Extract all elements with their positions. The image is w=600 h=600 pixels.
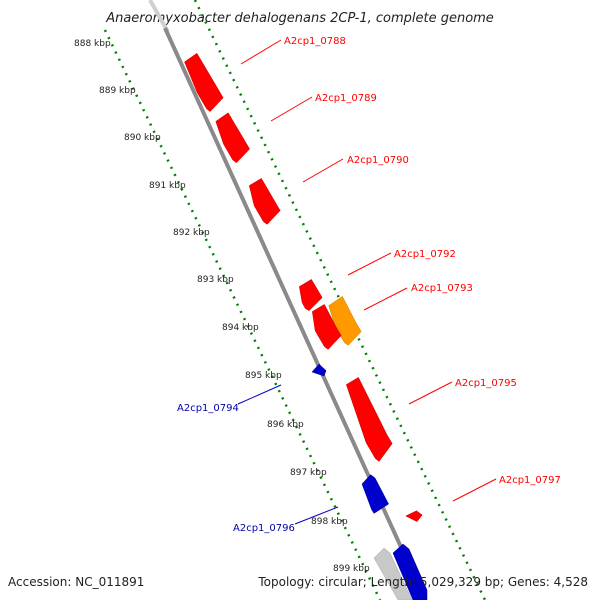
- ruler-tick-label: 895 kbp: [245, 371, 282, 381]
- ruler-tick-label: 893 kbp: [197, 275, 234, 285]
- accession-text: Accession: NC_011891: [8, 575, 144, 589]
- label-leader-0796: [294, 506, 339, 525]
- ruler-tick-label: 899 kbp: [333, 564, 370, 574]
- label-leader-0797: [452, 478, 497, 502]
- gene-arrow-a2cp1-0796[interactable]: [361, 474, 389, 514]
- label-leader-0792: [347, 252, 392, 276]
- label-leader-0790: [302, 158, 344, 183]
- label-leader-0789: [270, 96, 313, 122]
- gene-arrow-a2cp1-0788[interactable]: [184, 52, 224, 112]
- gene-group: [184, 52, 428, 600]
- ruler-tick-label: 888 kbp: [74, 39, 111, 49]
- ruler-tick-label: 892 kbp: [173, 228, 210, 238]
- label-leader-0788: [240, 39, 282, 65]
- gene-label-a2cp1-0792[interactable]: A2cp1_0792: [394, 249, 456, 260]
- label-leader-0794: [237, 384, 282, 405]
- gene-label-a2cp1-0789[interactable]: A2cp1_0789: [315, 93, 377, 104]
- backbone-faint-segment: [148, 0, 170, 33]
- gene-arrow-a2cp1-0793b[interactable]: [312, 304, 342, 350]
- gene-arrow-blue-lower[interactable]: [392, 543, 428, 600]
- gene-label-a2cp1-0795[interactable]: A2cp1_0795: [455, 378, 517, 389]
- gene-label-a2cp1-0788[interactable]: A2cp1_0788: [284, 36, 346, 47]
- ruler-tick-label: 898 kbp: [311, 517, 348, 527]
- inner-ruler-track: [103, 29, 382, 600]
- gene-arrow-a2cp1-0792[interactable]: [299, 279, 323, 311]
- label-leader-0793: [363, 287, 408, 311]
- ruler-tick-label: 897 kbp: [290, 468, 327, 478]
- gene-label-a2cp1-0796[interactable]: A2cp1_0796: [233, 523, 295, 534]
- ruler-tick-group: 888 kbp 889 kbp 890 kbp 891 kbp 892 kbp 893 k…: [74, 39, 370, 574]
- genome-backbone: [163, 27, 427, 600]
- gene-label-a2cp1-0790[interactable]: A2cp1_0790: [347, 155, 409, 166]
- gene-label-a2cp1-0794[interactable]: A2cp1_0794: [177, 403, 239, 414]
- gene-arrow-a2cp1-0789[interactable]: [215, 112, 250, 164]
- label-leader-0795: [408, 381, 453, 405]
- gene-arrow-a2cp1-0797[interactable]: [405, 510, 423, 522]
- gene-arrow-a2cp1-0794[interactable]: [311, 363, 327, 377]
- ruler-tick-label: 890 kbp: [124, 133, 161, 143]
- ruler-tick-label: 891 kbp: [149, 181, 186, 191]
- ruler-tick-label: 889 kbp: [99, 86, 136, 96]
- gene-arrow-a2cp1-0790[interactable]: [249, 178, 281, 225]
- ruler-tick-label: 896 kbp: [267, 420, 304, 430]
- gene-arrow-grey-lower[interactable]: [373, 547, 413, 600]
- ruler-tick-label: 894 kbp: [222, 323, 259, 333]
- gene-label-a2cp1-0797[interactable]: A2cp1_0797: [499, 475, 561, 486]
- gene-label-a2cp1-0793[interactable]: A2cp1_0793: [411, 283, 473, 294]
- gene-arrow-a2cp1-0795[interactable]: [345, 377, 393, 462]
- genome-summary-text: Topology: circular; Length: 5,029,329 bp…: [257, 575, 588, 589]
